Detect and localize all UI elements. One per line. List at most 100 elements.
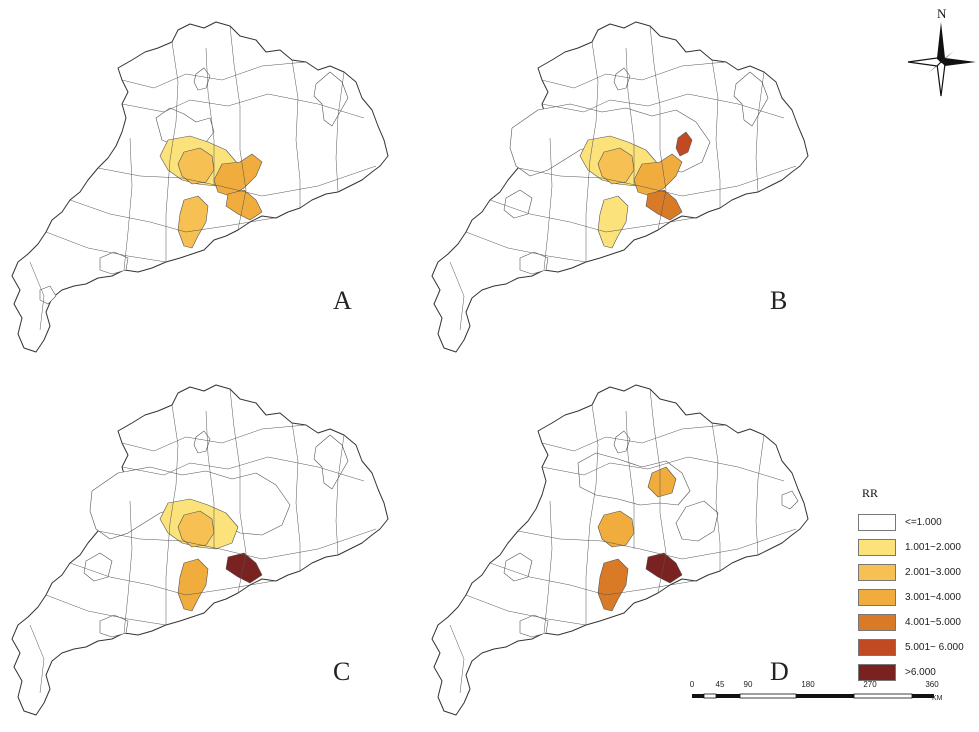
county-border [585,404,599,625]
legend-item: 3.001~4.000 [858,586,979,609]
county-border [465,231,587,263]
county-border [541,424,727,452]
county-border [123,137,133,271]
county-border [121,93,365,119]
county-border [45,231,167,263]
map-region-core [177,510,215,548]
map-region-east-arm [213,153,263,197]
county-border [205,47,215,186]
map-region-west-blob [83,552,113,582]
county-border [489,562,695,596]
scale-tick-label: 270 [863,680,877,689]
map-region-east-coast [781,490,799,510]
legend-swatch [858,639,896,656]
legend-label: 5.001~ 6.000 [905,642,964,653]
county-border [121,456,365,482]
county-border [69,199,275,233]
county-border [291,59,301,208]
county-border [711,59,721,208]
county-border [205,410,215,549]
map-region-south-delta [645,552,683,584]
map-region-south-delta [225,189,263,221]
county-border [121,424,307,452]
legend-label: 1.001~2.000 [905,542,961,553]
county-border [541,456,785,482]
map-panel-a [11,21,389,353]
panel-label-b: B [770,286,788,315]
compass-rose-icon [907,22,976,97]
map-region-northeast [313,434,349,490]
map-region-lower-delta [597,195,629,249]
legend: RR <=1.000 1.001~2.000 2.001~3.000 3.001~4.… [858,486,979,686]
county-border [585,41,599,262]
legend-swatch [858,564,896,581]
map-region-southwest-coast [99,614,129,638]
map-panel-c [11,384,389,716]
map-region-north-small [613,67,631,91]
legend-label: 3.001~4.000 [905,592,961,603]
scale-tick-label: 90 [743,680,753,689]
map-region-northeast [313,71,349,127]
county-border [165,41,179,262]
scale-bar-graphic [692,693,934,699]
legend-item: <=1.000 [858,511,979,534]
map-region-east-blob [675,500,719,542]
county-border [541,61,727,89]
scale-bar: 0 45 90 180 270 360 KM [684,680,976,720]
map-region-south-delta [225,552,263,584]
county-border [97,165,377,197]
county-border [649,388,667,594]
county-border [541,93,785,119]
map-panel-b [431,21,809,353]
county-border [335,71,345,193]
legend-label: 4.001~5.000 [905,617,961,628]
county-border [449,261,465,331]
scale-tick-label: 45 [715,680,725,689]
county-border [625,410,635,549]
county-border [517,528,797,560]
legend-swatch [858,589,896,606]
legend-label: <=1.000 [905,517,942,528]
county-border [755,434,765,556]
map-region-lower-delta [597,558,629,612]
county-border [625,47,635,186]
north-label: N [937,6,947,21]
legend-item: 1.001~2.000 [858,536,979,559]
county-border [543,500,553,634]
scale-tick-label: 360 [925,680,939,689]
county-border [755,71,765,193]
county-border [489,199,695,233]
legend-swatch [858,664,896,681]
county-border [229,25,247,231]
legend-swatch [858,539,896,556]
map-region-southwest-coast [519,614,549,638]
map-region-core [597,510,635,548]
map-region-southwest-coast [99,251,129,275]
map-region-north-small [193,430,211,454]
map-region-north-east-spot [647,466,677,498]
county-border [291,422,301,571]
county-border [121,61,307,89]
legend-item: 4.001~5.000 [858,611,979,634]
legend-item: 5.001~ 6.000 [858,636,979,659]
county-border [97,528,377,560]
map-region-west-blob [503,189,533,219]
county-border [711,422,721,571]
map-region-lower-delta [177,558,209,612]
county-border [123,500,133,634]
county-border [543,137,553,271]
scale-unit-label: KM [932,695,943,702]
county-border [45,594,167,626]
panel-label-c: C [333,657,351,686]
panel-label-a: A [333,286,352,315]
map-region-south-delta [645,189,683,221]
legend-item: 2.001~3.000 [858,561,979,584]
legend-title: RR [862,486,879,500]
county-border [69,562,275,596]
map-region-core [177,147,215,185]
legend-label: 2.001~3.000 [905,567,961,578]
map-region-northeast [733,71,769,127]
legend-swatch [858,614,896,631]
map-region-lower-delta [177,195,209,249]
